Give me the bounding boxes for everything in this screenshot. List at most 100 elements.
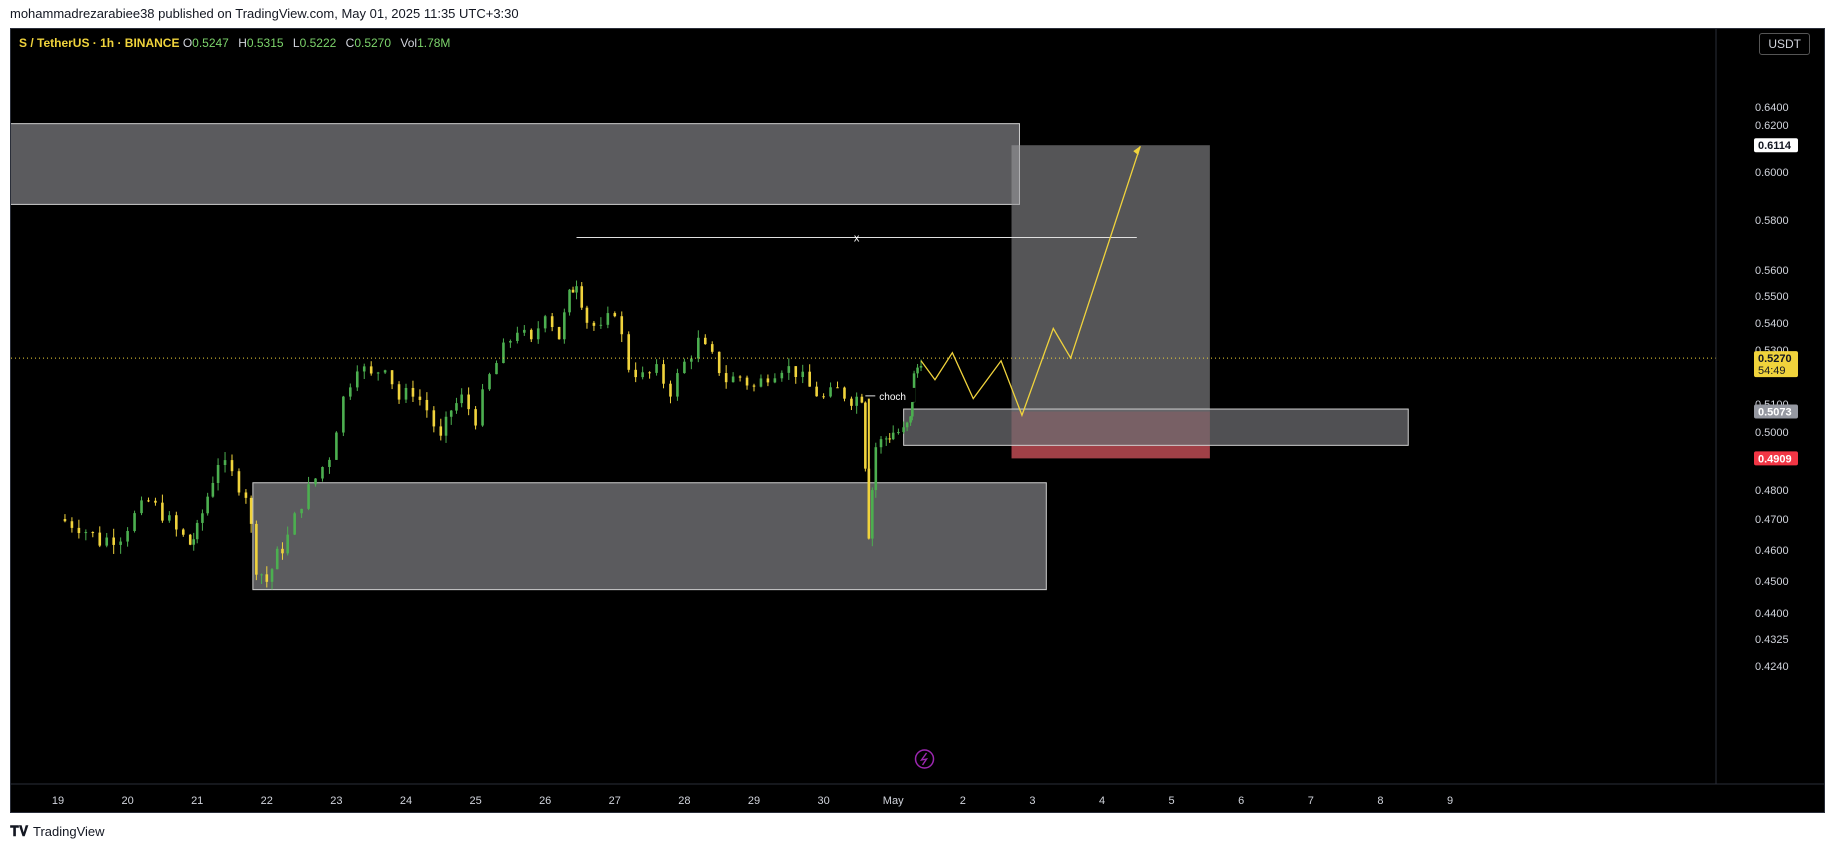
close-key: C [345,36,355,50]
candle-body [710,344,714,352]
symbol-label[interactable]: S / TetherUS · 1h · BINANCE [19,36,180,50]
time-tick-label: 7 [1308,795,1314,807]
candle-body [342,396,345,433]
time-tick-label: 26 [539,795,551,807]
demand-zone [252,482,1047,591]
candle-body [105,537,109,546]
candle-body [731,376,735,383]
candle-body [801,371,805,377]
candle-body [905,422,909,428]
candle-body [575,286,578,293]
candle-body [181,529,185,535]
candle-body [613,313,617,317]
stop-price-badge-bg [1754,451,1798,466]
candle-body [568,289,571,313]
candle-body [627,334,631,370]
chart-pane[interactable]: x choch 0.6400 0.6200 0.6000 0.5800 0.5600 0.55… [10,28,1825,813]
time-tick-label: 25 [469,795,481,807]
candle-body [912,373,916,403]
candle-body [314,478,317,485]
candle-body [745,377,749,386]
candle-body [864,402,867,469]
candle-body [860,396,864,403]
candle-body [390,370,394,385]
candle-body [909,416,912,423]
x-mark-label: x [854,233,860,245]
candle-body [154,500,157,503]
candle-body [206,496,209,514]
currency-unit-button[interactable]: USDT [1759,33,1810,55]
candle-body [495,363,498,375]
time-tick-label: 9 [1447,795,1453,807]
choch-label: choch [879,392,906,403]
volume-value: 1.78M [417,36,451,50]
stop-price-badge: 0.4909 [1758,453,1792,465]
candle-body [293,513,296,535]
candle-body [244,492,248,498]
target-price-badge: 0.6114 [1758,140,1792,152]
candle-body [270,569,274,582]
time-tick-label: 28 [678,795,690,807]
candle-body [879,439,883,448]
candle-body [773,378,777,383]
candle-body [902,427,905,433]
price-chart[interactable]: x choch 0.6400 0.6200 0.6000 0.5800 0.5600 0.55… [11,29,1825,813]
candle-body [523,329,526,333]
candle-body [335,432,338,460]
time-tick-label: 3 [1029,795,1035,807]
price-tick-label: 0.4700 [1755,514,1789,526]
publish-info-bar: mohammadrezarabiee38 published on Tradin… [0,0,1835,28]
candle-body [449,410,453,417]
candle-body [911,402,914,417]
price-tick-label: 0.5800 [1755,215,1789,227]
candle-body [606,313,610,325]
price-tick-label: 0.4240 [1755,661,1789,673]
entry-zone [903,408,1409,446]
candle-body [690,358,693,362]
candle-body [321,467,324,479]
candle-body [571,289,575,293]
lightning-icon [914,749,935,769]
lightning-bolt [919,752,929,766]
candle-body [411,387,415,397]
time-tick-label: 8 [1377,795,1383,807]
time-tick-label: 29 [748,795,760,807]
candle-body [467,394,470,410]
candle-body [738,376,742,378]
price-tick-label: 0.5500 [1755,291,1789,303]
choch-label-bg [875,387,916,402]
time-tick-label: May [883,795,904,807]
candle-body [425,399,429,411]
low-key: L [292,36,300,50]
candle-body [855,396,858,406]
candle-body [766,378,770,383]
candle-body [874,447,878,491]
price-tick-label: 0.4800 [1755,485,1789,497]
candle-body [307,484,310,509]
candle-body [794,366,798,377]
candle-body [249,497,253,524]
candle-body [509,340,512,343]
candle-body [488,374,491,390]
candle-body [63,519,67,522]
candle-body [655,364,658,373]
price-tick-label: 0.5400 [1755,318,1789,330]
candle-body [669,383,672,397]
candle-body [850,398,853,406]
candle-body [133,513,136,531]
time-tick-label: 6 [1238,795,1244,807]
time-tick-label: 30 [817,795,829,807]
publish-info-text: mohammadrezarabiee38 published on Tradin… [10,6,519,21]
candle-body [580,286,584,308]
candle-body [592,322,596,326]
candle-body [563,312,566,340]
candle-body [648,372,651,374]
high-value: 0.5315 [246,36,284,50]
candle-body [300,508,303,514]
low-value: 0.5222 [299,36,337,50]
candle-body [161,502,164,521]
candle-body [355,371,359,388]
candle-body [432,410,436,427]
candle-body [147,500,150,502]
candle-body [275,548,279,570]
